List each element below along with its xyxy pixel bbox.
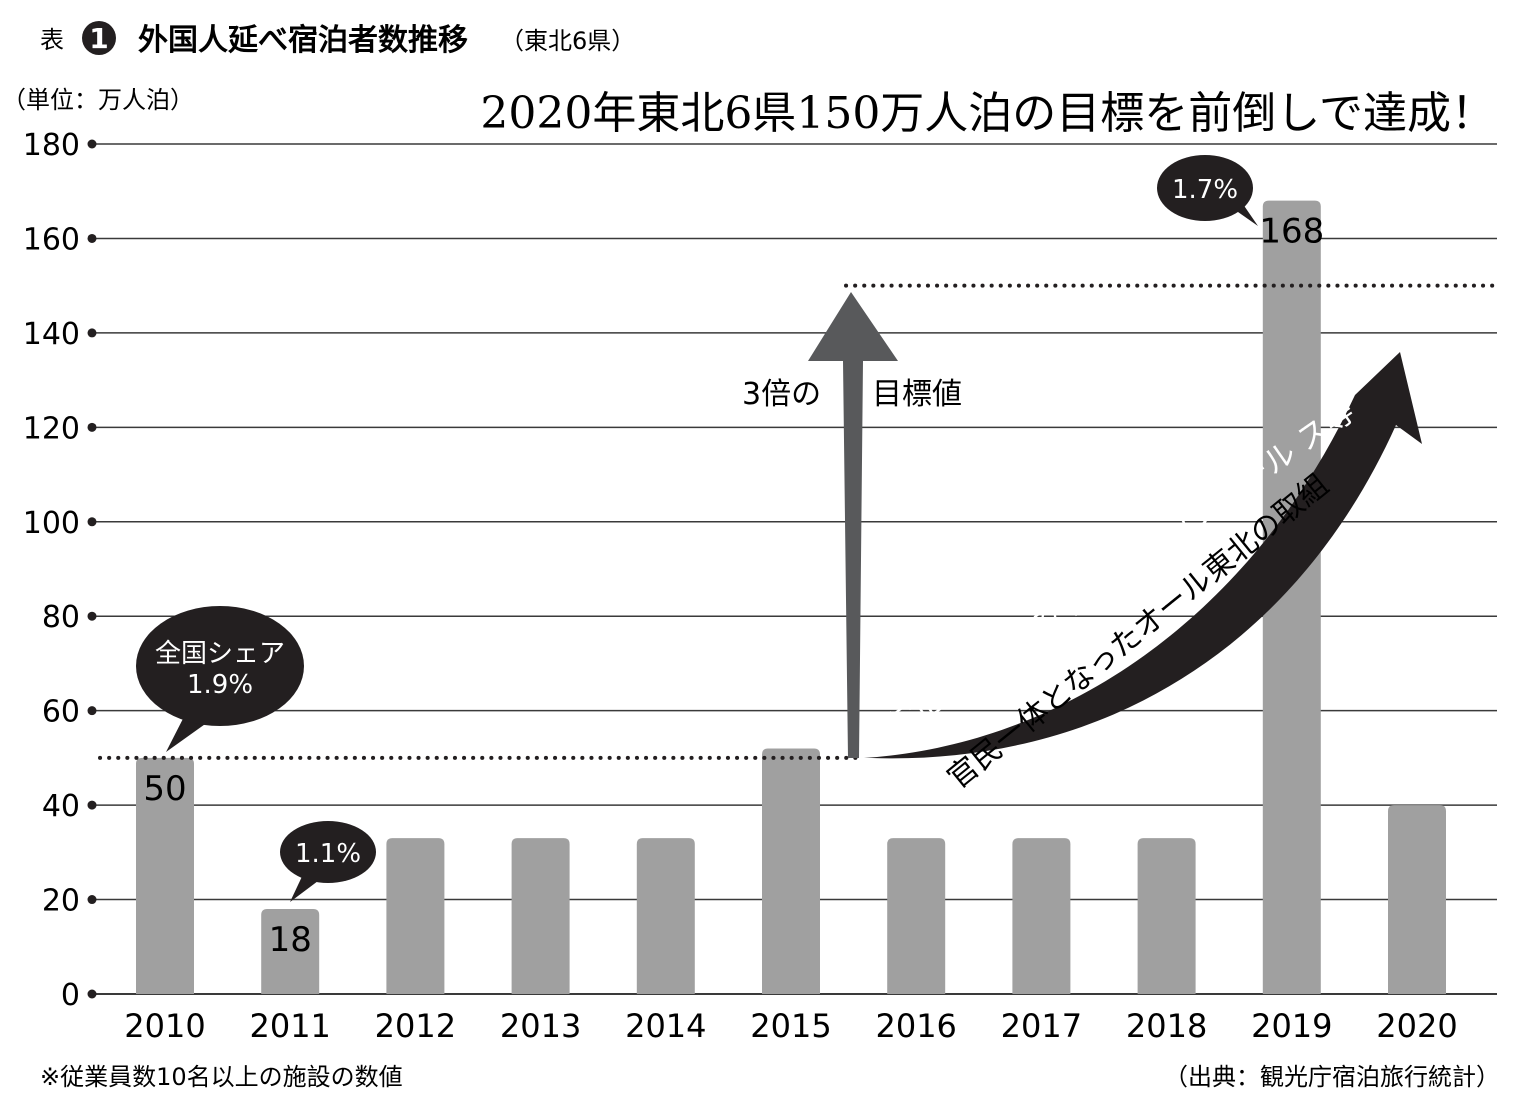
bar-2014 xyxy=(636,838,695,994)
header-number-badge xyxy=(82,21,116,55)
tick-dot xyxy=(87,517,97,527)
bubble-body xyxy=(280,821,376,883)
bar-2017 xyxy=(1012,838,1071,994)
header-number: 1 xyxy=(89,22,108,55)
headline: 2020年東北6県150万人泊の目標を前倒しで達成！ xyxy=(480,88,1495,139)
bar-2019 xyxy=(1262,200,1321,994)
bars xyxy=(136,200,1446,994)
source-credit: （出典：観光庁宿泊旅行統計） xyxy=(1164,1063,1500,1091)
y-axis: 0 20 40 60 80 100 120 140 160 180 xyxy=(23,128,97,1013)
tick-dot xyxy=(87,139,97,149)
bar-2018 xyxy=(1137,838,1196,994)
chart-subtitle: （東北6県） xyxy=(500,27,635,55)
tick-dot xyxy=(87,800,97,810)
x-tick-label: 2011 xyxy=(249,1007,330,1045)
value-label: 18 xyxy=(269,920,312,960)
bar-2015 xyxy=(762,748,820,994)
tick-dot xyxy=(87,422,97,432)
labels: 2010 2011 2012 2013 2014 2015 2016 2017 2018 2019… xyxy=(124,212,1457,1045)
value-label: 50 xyxy=(143,769,186,809)
share-bubble-2011: 1.1% xyxy=(280,821,376,902)
target-right-label: 目標値 xyxy=(872,377,962,412)
y-tick-label: 180 xyxy=(23,128,80,163)
y-tick-label: 160 xyxy=(23,222,80,257)
x-tick-label: 2018 xyxy=(1126,1007,1207,1045)
y-tick-label: 20 xyxy=(42,884,80,919)
bubble-body xyxy=(1157,155,1253,221)
bar-2013 xyxy=(511,838,570,994)
bar-2012 xyxy=(386,838,445,994)
header-prefix: 表 xyxy=(40,26,64,54)
reference-lines xyxy=(98,283,1502,760)
target-left-label: 3倍の xyxy=(742,377,821,412)
footnote: ※従業員数10名以上の施設の数値 xyxy=(40,1063,403,1091)
x-tick-label: 2016 xyxy=(875,1007,956,1045)
y-tick-label: 60 xyxy=(42,695,80,730)
x-tick-label: 2012 xyxy=(375,1007,456,1045)
tick-dot xyxy=(87,989,97,999)
tick-dot xyxy=(87,895,97,905)
y-tick-label: 100 xyxy=(23,506,80,541)
x-tick-label: 2015 xyxy=(750,1007,831,1045)
share-label-line2: 1.9% xyxy=(187,670,253,700)
y-tick-label: 140 xyxy=(23,317,80,352)
share-label: 1.1% xyxy=(295,839,361,869)
chart-title: 外国人延べ宿泊者数推移 xyxy=(138,23,468,58)
share-bubble-2019: 1.7% xyxy=(1157,155,1258,226)
tick-dot xyxy=(87,611,97,621)
bar-2016 xyxy=(887,838,946,994)
x-tick-label: 2010 xyxy=(124,1007,205,1045)
y-tick-label: 40 xyxy=(42,789,80,824)
value-label: 168 xyxy=(1259,212,1324,252)
bar-2011 xyxy=(261,909,320,994)
y-tick-label: 80 xyxy=(42,600,80,635)
x-tick-label: 2020 xyxy=(1376,1007,1457,1045)
bar-2020 xyxy=(1388,805,1446,994)
x-tick-label: 2017 xyxy=(1001,1007,1082,1045)
y-tick-label: 0 xyxy=(61,978,80,1013)
bubble-body xyxy=(136,606,304,726)
y-tick-label: 120 xyxy=(23,411,80,446)
x-tick-label: 2013 xyxy=(500,1007,581,1045)
tick-dot xyxy=(87,706,97,716)
unit-label: （単位：万人泊） xyxy=(2,86,194,114)
growth-arrow-icon xyxy=(864,352,1422,759)
share-label: 1.7% xyxy=(1172,175,1238,205)
tick-dot xyxy=(87,328,97,338)
bar-2010 xyxy=(136,757,194,994)
share-label-line1: 全国シェア xyxy=(155,639,285,669)
tick-dot xyxy=(87,233,97,243)
x-tick-label: 2019 xyxy=(1251,1007,1332,1045)
target-up-arrow-icon xyxy=(808,292,898,758)
x-tick-label: 2014 xyxy=(625,1007,706,1045)
share-bubble-2010: 全国シェア 1.9% xyxy=(136,606,304,752)
